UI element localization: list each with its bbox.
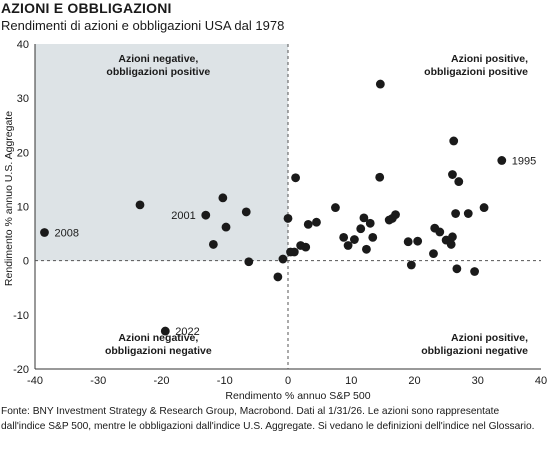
data-point [356, 224, 366, 234]
point-label-2022: 2022 [175, 326, 199, 338]
x-axis-title: Rendimento % annuo S&P 500 [225, 390, 370, 400]
point-label-1995: 1995 [512, 155, 536, 167]
data-point [365, 218, 375, 228]
data-point [479, 203, 489, 212]
data-point [291, 173, 300, 183]
chart-subtitle: Rendimenti di azioni e obbligazioni USA … [1, 18, 285, 33]
data-point [406, 260, 416, 270]
data-point [452, 264, 462, 274]
y-tick-label: 30 [17, 93, 29, 105]
data-point [375, 172, 385, 182]
chart-title: AZIONI E OBBLIGAZIONI [1, 0, 172, 16]
quadrant-label-top-right: Azioni positive, [451, 53, 528, 65]
data-point [375, 79, 385, 89]
data-point [359, 213, 369, 223]
data-point [312, 217, 321, 227]
data-point [451, 209, 461, 218]
x-tick-label: -20 [154, 375, 170, 387]
quadrant-label-top-right: obbligazioni positive [424, 66, 528, 78]
data-point [448, 170, 457, 179]
x-tick-label: -10 [217, 375, 233, 387]
x-tick-label: -40 [27, 375, 43, 387]
quadrant-label-top-left: obbligazioni positive [106, 66, 210, 78]
source-footnote: Fonte: BNY Investment Strategy & Researc… [1, 406, 535, 432]
point-label-2008: 2008 [54, 228, 78, 240]
x-tick-label: 20 [408, 375, 420, 387]
shaded-quadrant [35, 44, 288, 261]
x-tick-label: 10 [345, 375, 357, 387]
data-point [160, 326, 170, 336]
data-point [470, 267, 479, 276]
y-tick-label: 10 [17, 202, 29, 214]
data-points [40, 79, 507, 336]
data-point [201, 210, 211, 220]
data-point [446, 240, 456, 249]
data-point [343, 241, 353, 250]
data-point [435, 227, 445, 237]
x-tick-label: 40 [535, 375, 547, 387]
data-point [331, 203, 340, 212]
quadrant-label-bottom-right: obbligazioni negative [421, 345, 528, 357]
data-point [463, 209, 473, 218]
plot-background [35, 44, 288, 261]
quadrant-labels: Azioni negative,obbligazioni positiveAzi… [105, 53, 528, 357]
data-point [350, 235, 359, 244]
data-point [449, 136, 459, 146]
data-point [218, 193, 228, 203]
data-point [448, 232, 457, 242]
data-point [301, 242, 311, 252]
data-point [413, 236, 423, 246]
data-point [403, 237, 413, 247]
x-tick-label: -30 [90, 375, 106, 387]
quadrant-label-bottom-left: obbligazioni negative [105, 345, 212, 357]
data-point [289, 247, 299, 257]
point-labels: 2008 2001 2022 1995 [54, 155, 536, 338]
point-label-2001: 2001 [171, 210, 195, 222]
data-point [303, 219, 313, 229]
scatter-chart: -40 -30 -20 -10 0 10 20 30 40 40 30 20 10 0 -10 -20 Azi… [3, 39, 547, 400]
tick-labels: -40 -30 -20 -10 0 10 20 30 40 40 30 20 10 0 -10 -20 [13, 39, 547, 387]
data-point [497, 156, 507, 165]
x-tick-label: 30 [472, 375, 484, 387]
data-point [244, 257, 254, 267]
data-point [221, 222, 231, 232]
data-point [429, 249, 438, 259]
data-point [368, 232, 378, 242]
data-point [391, 210, 400, 220]
data-point [135, 200, 145, 210]
data-point [283, 214, 293, 223]
axes [34, 44, 541, 370]
data-point [454, 177, 464, 186]
data-point [362, 244, 371, 254]
data-point [208, 240, 218, 249]
data-point [40, 228, 49, 237]
y-tick-label: -10 [13, 310, 29, 322]
data-point [339, 232, 349, 242]
data-point [278, 254, 288, 264]
data-point [273, 272, 283, 282]
data-point [241, 207, 251, 217]
quadrant-label-top-left: Azioni negative, [118, 53, 198, 65]
quadrant-label-bottom-left: Azioni negative, [118, 332, 198, 344]
y-tick-label: 0 [23, 256, 29, 268]
quadrant-label-bottom-right: Azioni positive, [451, 332, 528, 344]
y-axis-title: Rendimento % annuo U.S. Aggregate [3, 111, 15, 286]
y-tick-label: 40 [17, 39, 29, 51]
y-tick-label: 20 [17, 147, 29, 159]
y-tick-label: -20 [13, 364, 29, 376]
x-tick-label: 0 [285, 375, 291, 387]
